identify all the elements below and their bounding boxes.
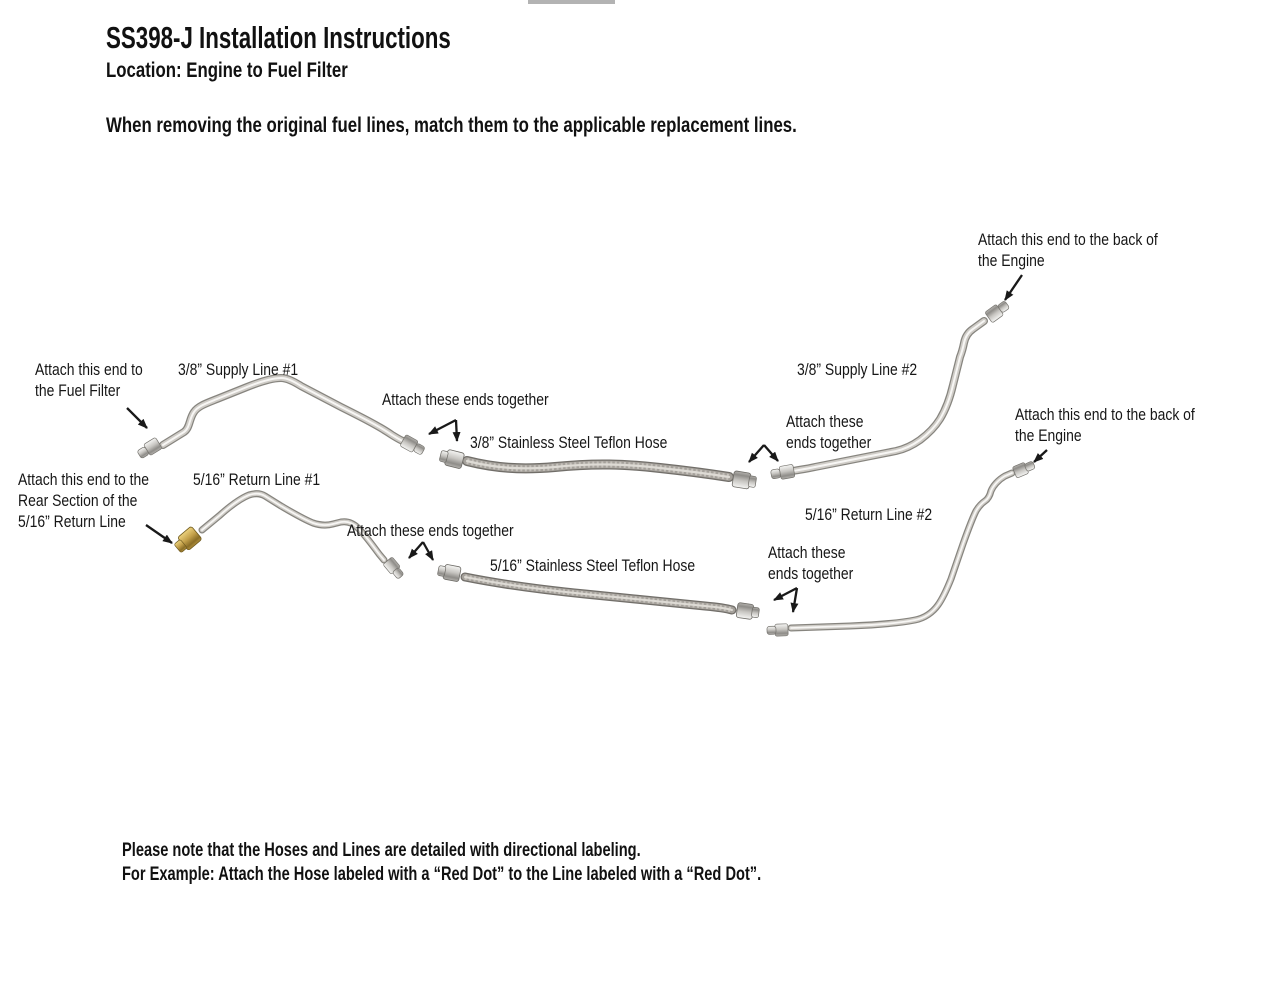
callout-arrows	[126, 274, 1048, 613]
supply-line-1	[137, 378, 425, 459]
hose-38-right-hex-fitting	[731, 470, 757, 490]
intro-instruction: When removing the original fuel lines, m…	[106, 114, 797, 137]
arrow-attach-38-right-b	[763, 444, 779, 462]
note-red-dot-example: For Example: Attach the Hose labeled wit…	[122, 864, 762, 885]
label-rear-section: Attach this end to the Rear Section of t…	[18, 470, 149, 531]
label-attach-38-right: Attach these ends together	[786, 412, 872, 452]
label-attach-38-left: Attach these ends together	[382, 390, 549, 409]
arrow-attach-516-right-a	[773, 586, 798, 602]
supply-line-2-hose-fitting	[770, 464, 796, 480]
arrow-attach-38-right-a	[748, 444, 765, 463]
supply-line-2	[770, 301, 1010, 480]
arrow-fuel-filter	[126, 407, 148, 429]
hose-516-left-hex-fitting	[437, 564, 462, 582]
cropped-top-bar	[528, 0, 615, 4]
arrow-attach-516-right-b	[790, 587, 799, 613]
teflon-hose-516	[437, 564, 760, 620]
supply-line-2-engine-fitting	[985, 301, 1010, 323]
arrow-rear-section	[145, 524, 173, 544]
hose-516-right-hex-fitting	[735, 602, 760, 620]
label-engine-back-right: Attach this end to the back of the Engin…	[1015, 405, 1195, 445]
return-line-1-hose-fitting	[383, 557, 404, 579]
label-fuel-filter: Attach this end to the Fuel Filter	[35, 360, 143, 400]
hose-38-left-hex-fitting	[439, 449, 465, 469]
arrow-attach-38-left-a	[428, 418, 457, 436]
location-subtitle: Location: Engine to Fuel Filter	[106, 59, 348, 82]
supply-line-1-hose-fitting	[400, 434, 425, 455]
arrow-attach-516-left-b	[421, 541, 435, 561]
arrow-attach-516-left-a	[408, 541, 424, 559]
teflon-hose-38	[439, 449, 757, 490]
label-return-line-1: 5/16” Return Line #1	[193, 470, 321, 489]
arrow-engine-back-top	[1004, 274, 1023, 301]
label-supply-line-1: 3/8” Supply Line #1	[178, 360, 299, 379]
supply-line-1-fuel-filter-fitting	[137, 437, 162, 459]
label-attach-516-right: Attach these ends together	[768, 543, 854, 583]
arrow-engine-back-right	[1033, 449, 1048, 463]
return-line-2-hose-fitting	[766, 623, 789, 637]
label-hose-516: 5/16” Stainless Steel Teflon Hose	[490, 556, 696, 575]
return-line-1-brass-fitting	[174, 526, 202, 553]
arrow-attach-38-left-b	[452, 419, 461, 442]
return-line-1	[174, 494, 404, 579]
return-line-2	[766, 461, 1036, 637]
label-engine-back-top: Attach this end to the back of the Engin…	[978, 230, 1158, 270]
page-title: SS398-J Installation Instructions	[106, 20, 451, 55]
label-return-line-2: 5/16” Return Line #2	[805, 505, 933, 524]
note-directional-labeling: Please note that the Hoses and Lines are…	[122, 840, 641, 861]
return-line-2-engine-fitting	[1012, 461, 1036, 478]
label-hose-38: 3/8” Stainless Steel Teflon Hose	[470, 433, 668, 452]
label-supply-line-2: 3/8” Supply Line #2	[797, 360, 918, 379]
label-attach-516-left: Attach these ends together	[347, 521, 514, 540]
